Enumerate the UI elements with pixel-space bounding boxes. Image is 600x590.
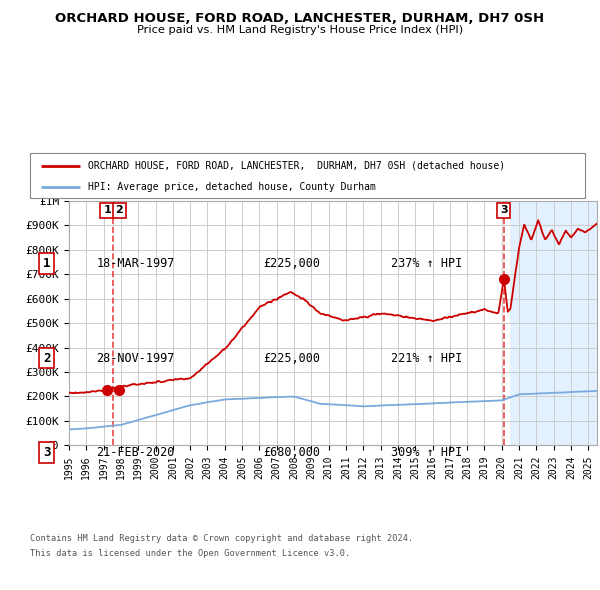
Text: Contains HM Land Registry data © Crown copyright and database right 2024.: Contains HM Land Registry data © Crown c… [30, 534, 413, 543]
Text: ORCHARD HOUSE, FORD ROAD, LANCHESTER, DURHAM, DH7 0SH: ORCHARD HOUSE, FORD ROAD, LANCHESTER, DU… [55, 12, 545, 25]
Text: 1: 1 [43, 257, 50, 270]
Text: 309% ↑ HPI: 309% ↑ HPI [391, 446, 462, 459]
Text: 237% ↑ HPI: 237% ↑ HPI [391, 257, 462, 270]
Text: 221% ↑ HPI: 221% ↑ HPI [391, 352, 462, 365]
Text: ORCHARD HOUSE, FORD ROAD, LANCHESTER,  DURHAM, DH7 0SH (detached house): ORCHARD HOUSE, FORD ROAD, LANCHESTER, DU… [88, 161, 505, 171]
Text: 18-MAR-1997: 18-MAR-1997 [97, 257, 175, 270]
Text: 3: 3 [43, 446, 50, 459]
Text: This data is licensed under the Open Government Licence v3.0.: This data is licensed under the Open Gov… [30, 549, 350, 558]
Text: 28-NOV-1997: 28-NOV-1997 [97, 352, 175, 365]
FancyBboxPatch shape [30, 153, 585, 198]
Text: £225,000: £225,000 [263, 352, 320, 365]
Text: 2: 2 [115, 205, 123, 215]
Text: HPI: Average price, detached house, County Durham: HPI: Average price, detached house, Coun… [88, 182, 376, 192]
Text: 2: 2 [43, 352, 50, 365]
Text: £225,000: £225,000 [263, 257, 320, 270]
Text: 1: 1 [103, 205, 111, 215]
Text: Price paid vs. HM Land Registry's House Price Index (HPI): Price paid vs. HM Land Registry's House … [137, 25, 463, 35]
Text: 21-FEB-2020: 21-FEB-2020 [97, 446, 175, 459]
Bar [511, 201, 597, 445]
Text: 3: 3 [500, 205, 508, 215]
Text: £680,000: £680,000 [263, 446, 320, 459]
